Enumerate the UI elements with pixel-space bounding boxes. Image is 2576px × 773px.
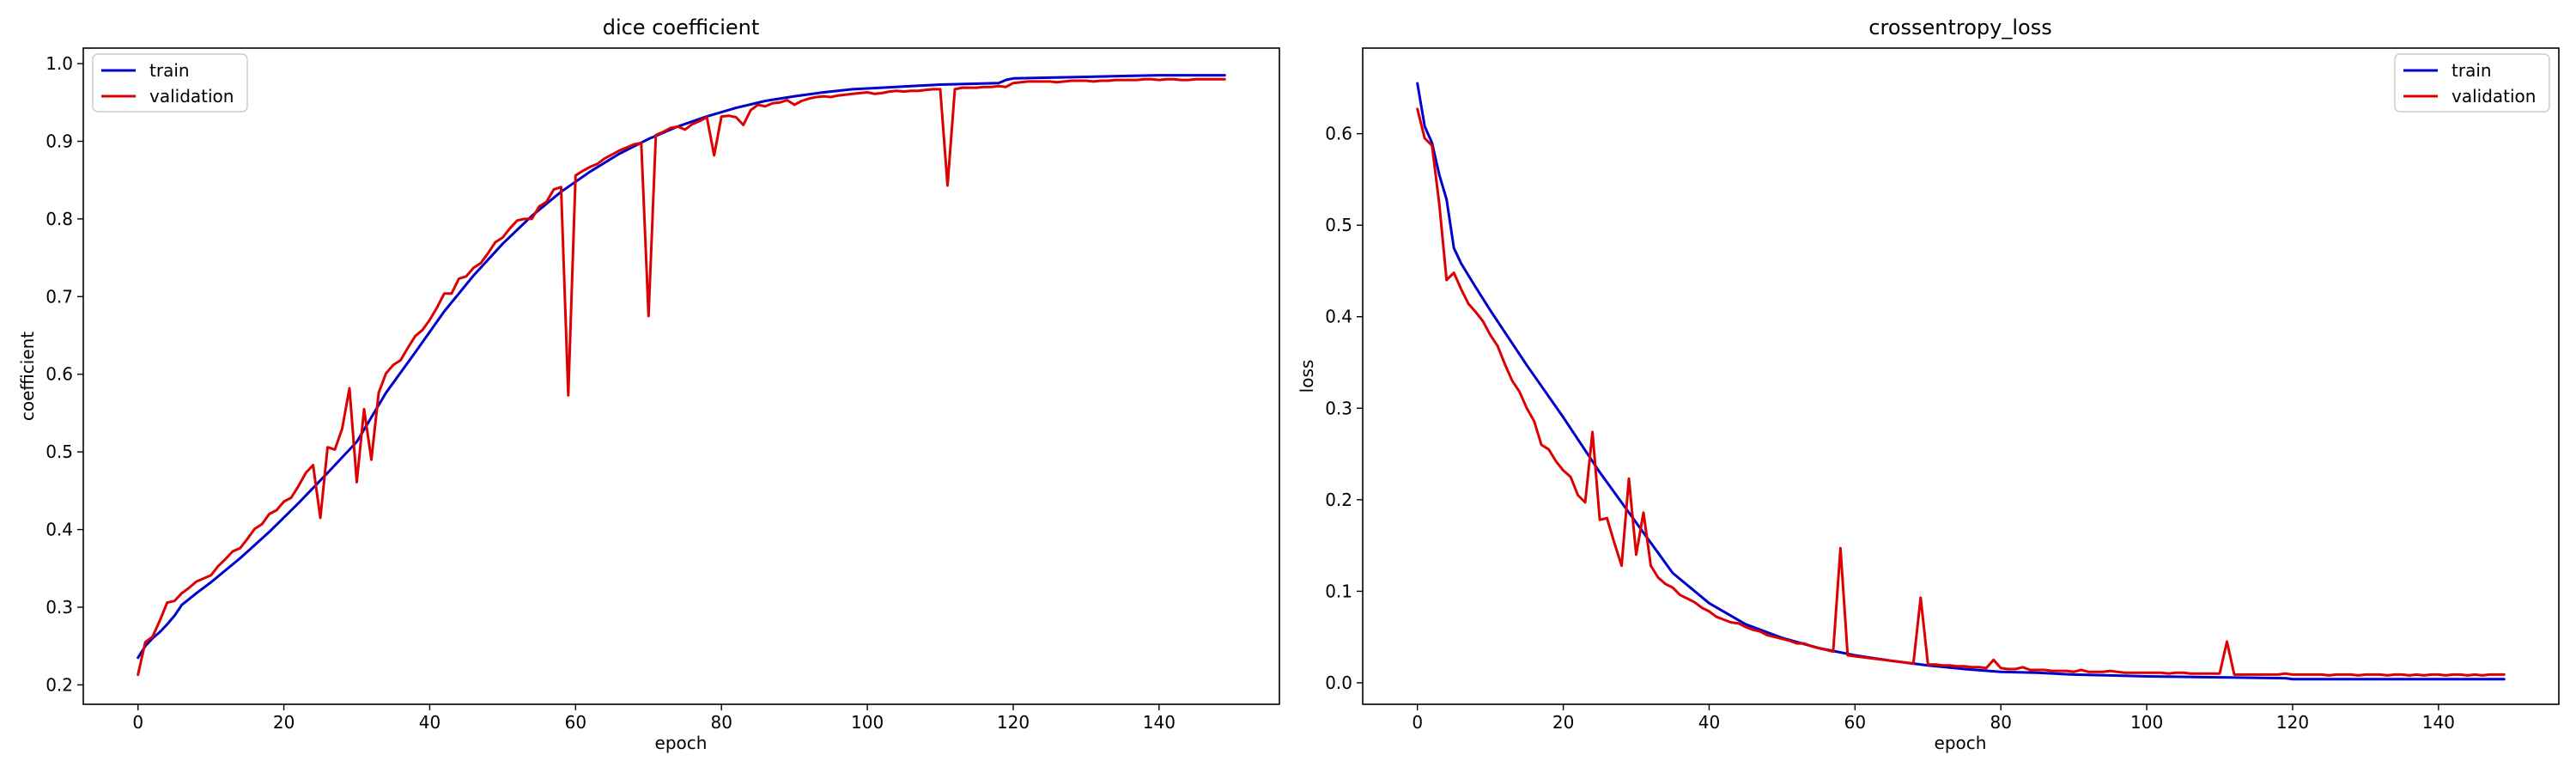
x-tick-label: 80: [710, 712, 732, 733]
legend: train validation: [92, 53, 248, 113]
y-tick-label: 0.8: [46, 209, 73, 229]
plot-area: [137, 74, 1226, 677]
x-tick-label: 140: [2422, 712, 2455, 733]
y-tick-label: 0.1: [1325, 581, 1352, 601]
series-line-train: [1416, 82, 2506, 681]
x-tick-label: 40: [419, 712, 440, 733]
series-line-validation: [1416, 107, 2506, 677]
y-tick-label: 0.4: [46, 520, 73, 540]
y-tick-label: 0.5: [1325, 215, 1352, 235]
y-tick-label: 0.4: [1325, 307, 1352, 327]
x-tick-label: 0: [1412, 712, 1423, 733]
y-tick-label: 0.9: [46, 131, 73, 151]
y-axis-label: coefficient: [17, 332, 38, 421]
series-line-validation: [137, 77, 1226, 677]
x-tick-label: 120: [2276, 712, 2309, 733]
x-tick-label: 100: [2130, 712, 2163, 733]
y-tick-label: 0.6: [1325, 124, 1352, 144]
y-tick-label: 0.3: [1325, 398, 1352, 418]
x-tick-label: 120: [997, 712, 1030, 733]
x-tick-label: 140: [1143, 712, 1176, 733]
y-axis-label: loss: [1297, 360, 1317, 393]
y-tick-label: 0.2: [1325, 490, 1352, 510]
x-tick-label: 60: [1844, 712, 1866, 733]
legend-train-label: train: [2451, 60, 2492, 81]
axes-frame: [1362, 47, 2560, 705]
plot-area: [1416, 82, 2506, 681]
chart-title: crossentropy_loss: [1868, 15, 2051, 40]
y-tick-label: 0.5: [46, 441, 73, 462]
x-tick-label: 60: [565, 712, 586, 733]
x-axis-label: epoch: [655, 733, 708, 753]
y-tick-label: 0.2: [46, 674, 73, 695]
x-tick-label: 100: [851, 712, 884, 733]
y-tick-label: 1.0: [46, 53, 73, 74]
crossentropy-loss-chart: crossentropy_loss epoch loss 0 20 40 60 80 10…: [1297, 15, 2560, 753]
series-line-train: [137, 74, 1226, 660]
y-tick-label: 0.7: [46, 286, 73, 307]
x-tick-label: 20: [273, 712, 295, 733]
axes-frame: [82, 47, 1280, 705]
y-tick-label: 0.3: [46, 597, 73, 618]
x-tick-label: 0: [132, 712, 143, 733]
y-tick-label: 0.0: [1325, 673, 1352, 693]
legend: train validation: [2394, 53, 2550, 113]
chart-title: dice coefficient: [603, 15, 760, 40]
legend-validation-label: validation: [2451, 86, 2536, 107]
axis-ticks: 0 20 40 60 80 100 120 140 0.0 0.1 0.2 0.3 0.4 0.5 0.6: [1325, 124, 2455, 733]
x-tick-label: 20: [1552, 712, 1574, 733]
x-tick-label: 80: [1990, 712, 2011, 733]
dice-coefficient-chart: dice coefficient epoch coefficient 0 20 40…: [17, 15, 1280, 753]
axis-ticks: 0 20 40 60 80 100 120 140 0.2 0.3 0.4 0.5 0.6 0.7 0.8 0…: [46, 53, 1176, 733]
x-tick-label: 40: [1698, 712, 1720, 733]
y-tick-label: 0.6: [46, 364, 73, 385]
legend-validation-label: validation: [149, 86, 234, 107]
legend-train-label: train: [149, 60, 190, 81]
x-axis-label: epoch: [1935, 733, 1987, 753]
